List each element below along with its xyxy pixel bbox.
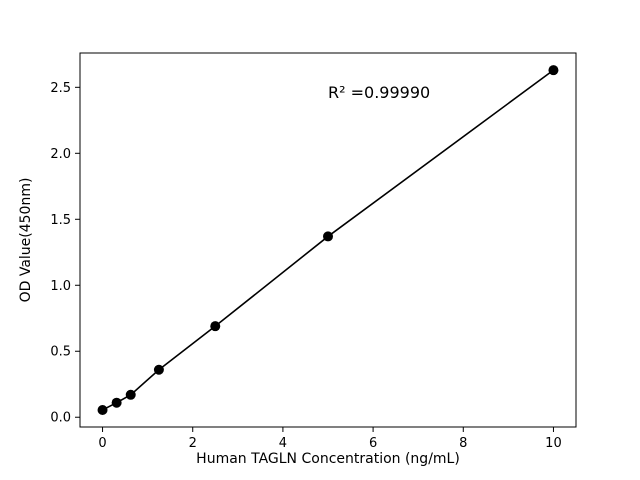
- y-tick-label: 1.5: [50, 213, 71, 228]
- x-tick-label: 4: [279, 436, 287, 451]
- y-tick-label: 0.5: [50, 345, 71, 360]
- data-point-marker: [153, 364, 164, 375]
- r-squared-annotation: R² =0.99990: [328, 83, 430, 102]
- x-tick-label: 0: [98, 436, 106, 451]
- y-tick-label: 1.0: [50, 279, 71, 294]
- data-point-marker: [323, 231, 333, 242]
- y-tick-label: 0.0: [50, 411, 71, 426]
- y-tick-label: 2.0: [50, 147, 71, 162]
- data-point-marker: [111, 397, 122, 408]
- plot-area: 0 2 4 6 8 10 0.0 0.5 1.0 1.5 2.0 2.5: [50, 52, 577, 451]
- x-tick-label: 10: [545, 436, 562, 451]
- y-axis-label: OD Value(450nm): [18, 178, 34, 303]
- x-tick-label: 8: [459, 436, 467, 451]
- x-tick-label: 2: [189, 436, 197, 451]
- data-point-marker: [548, 65, 559, 76]
- x-tick-label: 6: [369, 436, 377, 451]
- data-point-marker: [125, 389, 136, 400]
- y-tick-label: 2.5: [50, 81, 71, 96]
- x-axis-label: Human TAGLN Concentration (ng/mL): [196, 451, 460, 467]
- data-point-marker: [97, 404, 108, 415]
- data-point-marker: [210, 321, 221, 332]
- axes-frame: [79, 52, 577, 428]
